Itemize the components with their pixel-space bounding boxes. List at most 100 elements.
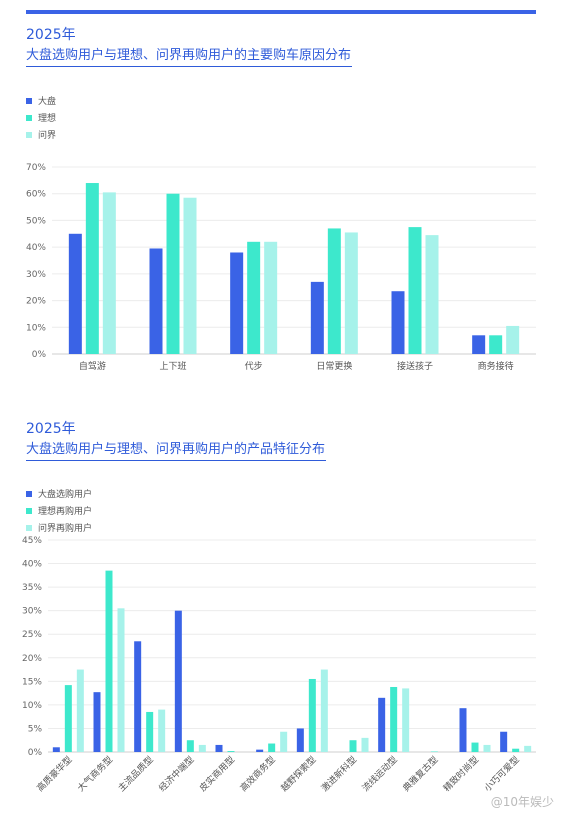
bar-3	[483, 744, 491, 752]
chart2-title: 大盘选购用户与理想、问界再购用户的产品特征分布	[26, 442, 326, 457]
bar-1	[391, 291, 405, 354]
bar-2	[408, 227, 422, 354]
bar-2	[349, 740, 357, 752]
x-tick-label: 激进新科型	[319, 754, 359, 794]
legend-swatch	[26, 131, 32, 138]
bar-1	[472, 335, 486, 354]
bar-1	[459, 708, 467, 752]
y-tick-label: 40%	[22, 560, 42, 570]
bar-3	[344, 232, 358, 354]
bar-3	[117, 608, 125, 752]
bar-3	[76, 669, 84, 752]
bar-2	[471, 742, 479, 752]
bar-1	[500, 731, 508, 752]
bar-3	[524, 745, 532, 752]
y-tick-label: 40%	[26, 243, 46, 253]
x-tick-label: 自驾游	[79, 360, 106, 372]
bar-1	[296, 728, 304, 752]
x-tick-label: 小巧可爱型	[482, 754, 522, 794]
legend-swatch	[26, 507, 32, 514]
chart1-plot: 0% 10% 20% 30% 40% 50% 60% 70% 自驾游 上下班 代步 日常更换 接送孩子 商…	[26, 163, 536, 372]
x-tick-label: 日常更换	[316, 360, 352, 372]
bar-1	[52, 747, 60, 752]
y-tick-label: 30%	[22, 607, 42, 617]
chart1-year: 2025年	[26, 27, 76, 43]
y-tick-label: 20%	[22, 654, 42, 664]
bar-2	[268, 743, 276, 752]
bar-2	[186, 740, 194, 752]
x-tick-label: 经济中端型	[156, 754, 196, 794]
y-tick-label: 25%	[22, 630, 42, 640]
bar-3	[280, 731, 288, 752]
bar-1	[230, 252, 244, 354]
y-tick-label: 10%	[22, 701, 42, 711]
legend-item-wenjie-users: 问界再购用户	[26, 519, 92, 536]
bar-1	[310, 281, 324, 354]
x-tick-label: 代步	[245, 361, 263, 372]
bar-2	[146, 711, 154, 752]
x-tick-label: 皮实商用型	[197, 754, 237, 794]
x-tick-label: 商务接待	[478, 360, 514, 372]
bar-3	[264, 241, 278, 354]
bar-2	[327, 228, 341, 354]
chart2-legend: 大盘选购用户 理想再购用户 问界再购用户	[26, 485, 92, 536]
bar-3	[320, 669, 328, 752]
bar-3	[102, 192, 116, 354]
chart1-title-underline	[26, 66, 352, 67]
chart1-title: 大盘选购用户与理想、问界再购用户的主要购车原因分布	[26, 48, 352, 63]
bar-2	[105, 570, 113, 752]
y-tick-label: 0%	[32, 350, 47, 360]
x-tick-label: 大气商务型	[75, 754, 115, 794]
legend-swatch	[26, 524, 32, 531]
legend-label: 问界再购用户	[38, 524, 93, 534]
bar-1	[68, 233, 82, 354]
x-tick-label: 接送孩子	[397, 360, 433, 372]
legend-swatch	[26, 114, 32, 121]
bar-3	[425, 235, 439, 354]
bar-1	[134, 641, 142, 752]
y-tick-label: 30%	[26, 270, 46, 280]
watermark: @10年娱少	[490, 795, 554, 809]
legend-label: 大盘选购用户	[38, 490, 93, 500]
x-tick-label: 高效商务型	[237, 754, 277, 794]
x-tick-label: 高质豪华型	[34, 754, 74, 794]
bar-2	[308, 678, 316, 752]
x-tick-label: 上下班	[159, 360, 186, 372]
y-tick-label: 35%	[22, 583, 42, 593]
legend-swatch	[26, 490, 32, 497]
x-tick-label: 越野探索型	[278, 754, 318, 794]
y-tick-label: 15%	[22, 677, 42, 687]
legend-label: 理想再购用户	[38, 507, 93, 517]
x-tick-label: 精致时尚型	[441, 754, 481, 794]
bar-3	[198, 744, 206, 752]
x-tick-label: 典雅复古型	[400, 754, 440, 794]
bar-2	[489, 335, 503, 354]
y-tick-label: 45%	[22, 536, 42, 546]
legend-swatch	[26, 97, 32, 104]
bar-2	[64, 685, 72, 752]
y-tick-label: 10%	[26, 323, 46, 333]
x-tick-label: 主流品质型	[115, 754, 155, 794]
bar-3	[361, 737, 369, 752]
y-tick-label: 5%	[28, 724, 43, 734]
bar-2	[512, 748, 520, 752]
chart2-title-underline	[26, 460, 326, 461]
legend-item-wenjie: 问界	[26, 126, 56, 143]
y-tick-label: 50%	[26, 216, 46, 226]
bar-3	[402, 688, 410, 752]
bar-1	[149, 248, 163, 354]
legend-item-lixiang-users: 理想再购用户	[26, 502, 92, 519]
legend-item-dapan: 大盘	[26, 92, 56, 109]
bar-1	[256, 749, 264, 752]
bar-2	[227, 751, 235, 752]
chart2-year: 2025年	[26, 421, 76, 437]
bar-1	[378, 697, 386, 752]
y-tick-label: 20%	[26, 297, 46, 307]
bar-3	[506, 325, 520, 354]
top-accent-bar	[26, 10, 536, 14]
y-tick-label: 0%	[28, 748, 43, 758]
bar-2	[85, 183, 99, 354]
bar-1	[215, 744, 223, 752]
legend-item-lixiang: 理想	[26, 109, 56, 126]
